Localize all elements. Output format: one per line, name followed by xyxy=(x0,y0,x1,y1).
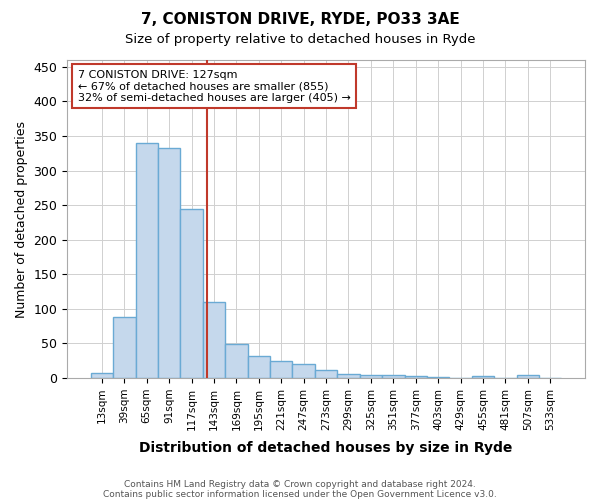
Bar xyxy=(472,376,494,378)
Bar xyxy=(427,376,449,378)
Bar xyxy=(360,374,382,378)
Bar xyxy=(248,356,270,378)
Bar xyxy=(91,373,113,378)
Bar xyxy=(404,376,427,378)
Bar xyxy=(292,364,315,378)
Bar xyxy=(225,344,248,378)
X-axis label: Distribution of detached houses by size in Ryde: Distribution of detached houses by size … xyxy=(139,441,513,455)
Bar xyxy=(113,317,136,378)
Bar xyxy=(315,370,337,378)
Bar xyxy=(158,148,181,378)
Text: Size of property relative to detached houses in Ryde: Size of property relative to detached ho… xyxy=(125,32,475,46)
Y-axis label: Number of detached properties: Number of detached properties xyxy=(15,120,28,318)
Text: Contains public sector information licensed under the Open Government Licence v3: Contains public sector information licen… xyxy=(103,490,497,499)
Bar xyxy=(270,361,292,378)
Text: Contains HM Land Registry data © Crown copyright and database right 2024.: Contains HM Land Registry data © Crown c… xyxy=(124,480,476,489)
Bar xyxy=(136,143,158,378)
Bar xyxy=(203,302,225,378)
Bar xyxy=(337,374,360,378)
Bar xyxy=(517,376,539,378)
Text: 7, CONISTON DRIVE, RYDE, PO33 3AE: 7, CONISTON DRIVE, RYDE, PO33 3AE xyxy=(140,12,460,28)
Bar xyxy=(181,208,203,378)
Bar xyxy=(382,374,404,378)
Text: 7 CONISTON DRIVE: 127sqm
← 67% of detached houses are smaller (855)
32% of semi-: 7 CONISTON DRIVE: 127sqm ← 67% of detach… xyxy=(77,70,350,102)
